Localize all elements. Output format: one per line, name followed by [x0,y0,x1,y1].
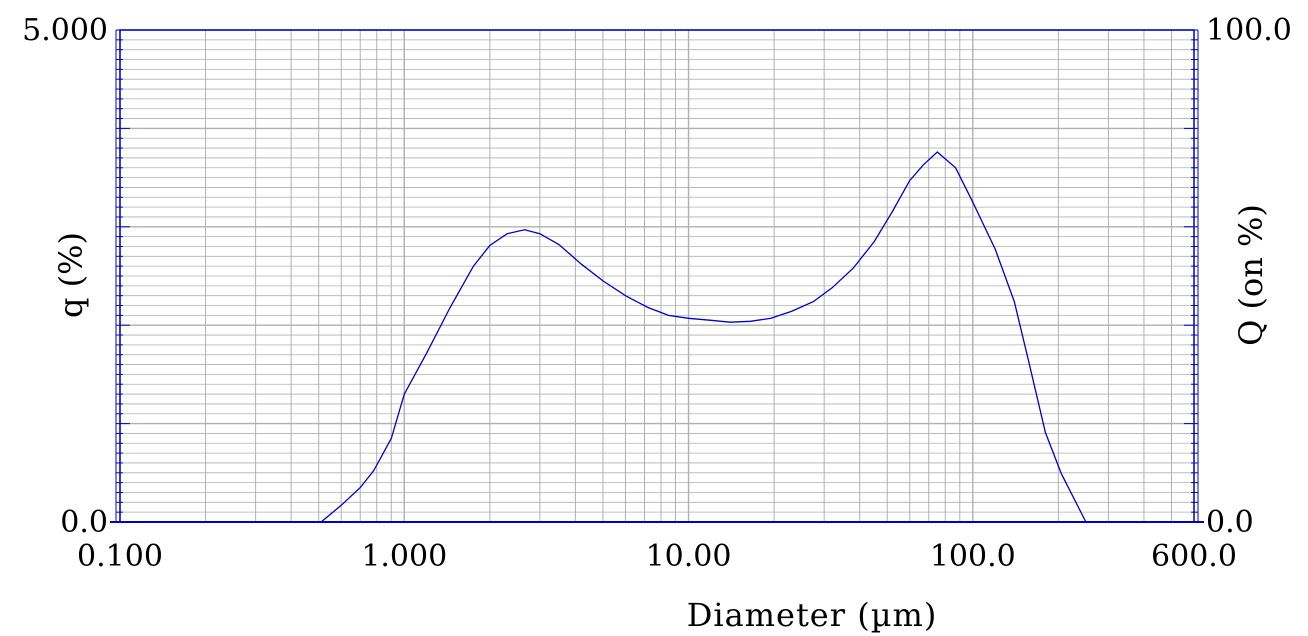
chart-series [320,151,1087,523]
chart-labels: 0.100 1.000 10.00 100.0 600.00.05.0000.0100.… [22,13,1292,574]
chart-axes [110,29,1204,523]
series-line [320,151,1087,523]
y2-tick-label: 100.0 [1206,13,1292,48]
x-tick-label: 10.00 [646,539,732,574]
x-tick-label: 100.0 [930,539,1016,574]
x-tick-label: 600.0 [1151,539,1237,574]
y-tick-label: 5.000 [22,13,108,48]
y2-tick-label: 0.0 [1206,505,1254,540]
x-tick-label: 1.000 [361,539,447,574]
x-tick-label: 0.100 [77,539,163,574]
y-axis-label: q (%) [52,232,90,318]
x-axis-label: Diameter (µm) [687,596,938,634]
chart-grid [119,29,1195,523]
y-tick-label: 0.0 [60,505,108,540]
y2-axis-label: Q (on %) [1232,204,1270,346]
